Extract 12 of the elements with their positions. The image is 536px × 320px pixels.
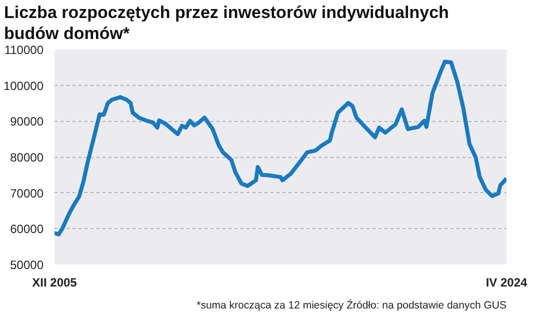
x-tick-label: XII 2005 <box>32 276 78 290</box>
chart-title: Liczba rozpoczętych przez inwestorów indywidualnych budów domów* <box>4 2 450 44</box>
y-tick-label: 80000 <box>10 150 44 164</box>
y-tick-label: 90000 <box>10 114 44 129</box>
y-tick-label: 60000 <box>10 222 44 236</box>
y-tick-label: 50000 <box>10 258 44 272</box>
line-series <box>54 60 506 236</box>
text: *suma krocząca za 12 miesięcy Źródło: na podstawie danych GUS <box>196 298 507 312</box>
y-tick-label: 70000 <box>10 186 44 200</box>
y-tick-label: 100000 <box>3 78 44 93</box>
x-tick-label: IV 2024 <box>486 276 528 290</box>
y-tick-label: 110000 <box>4 43 44 57</box>
